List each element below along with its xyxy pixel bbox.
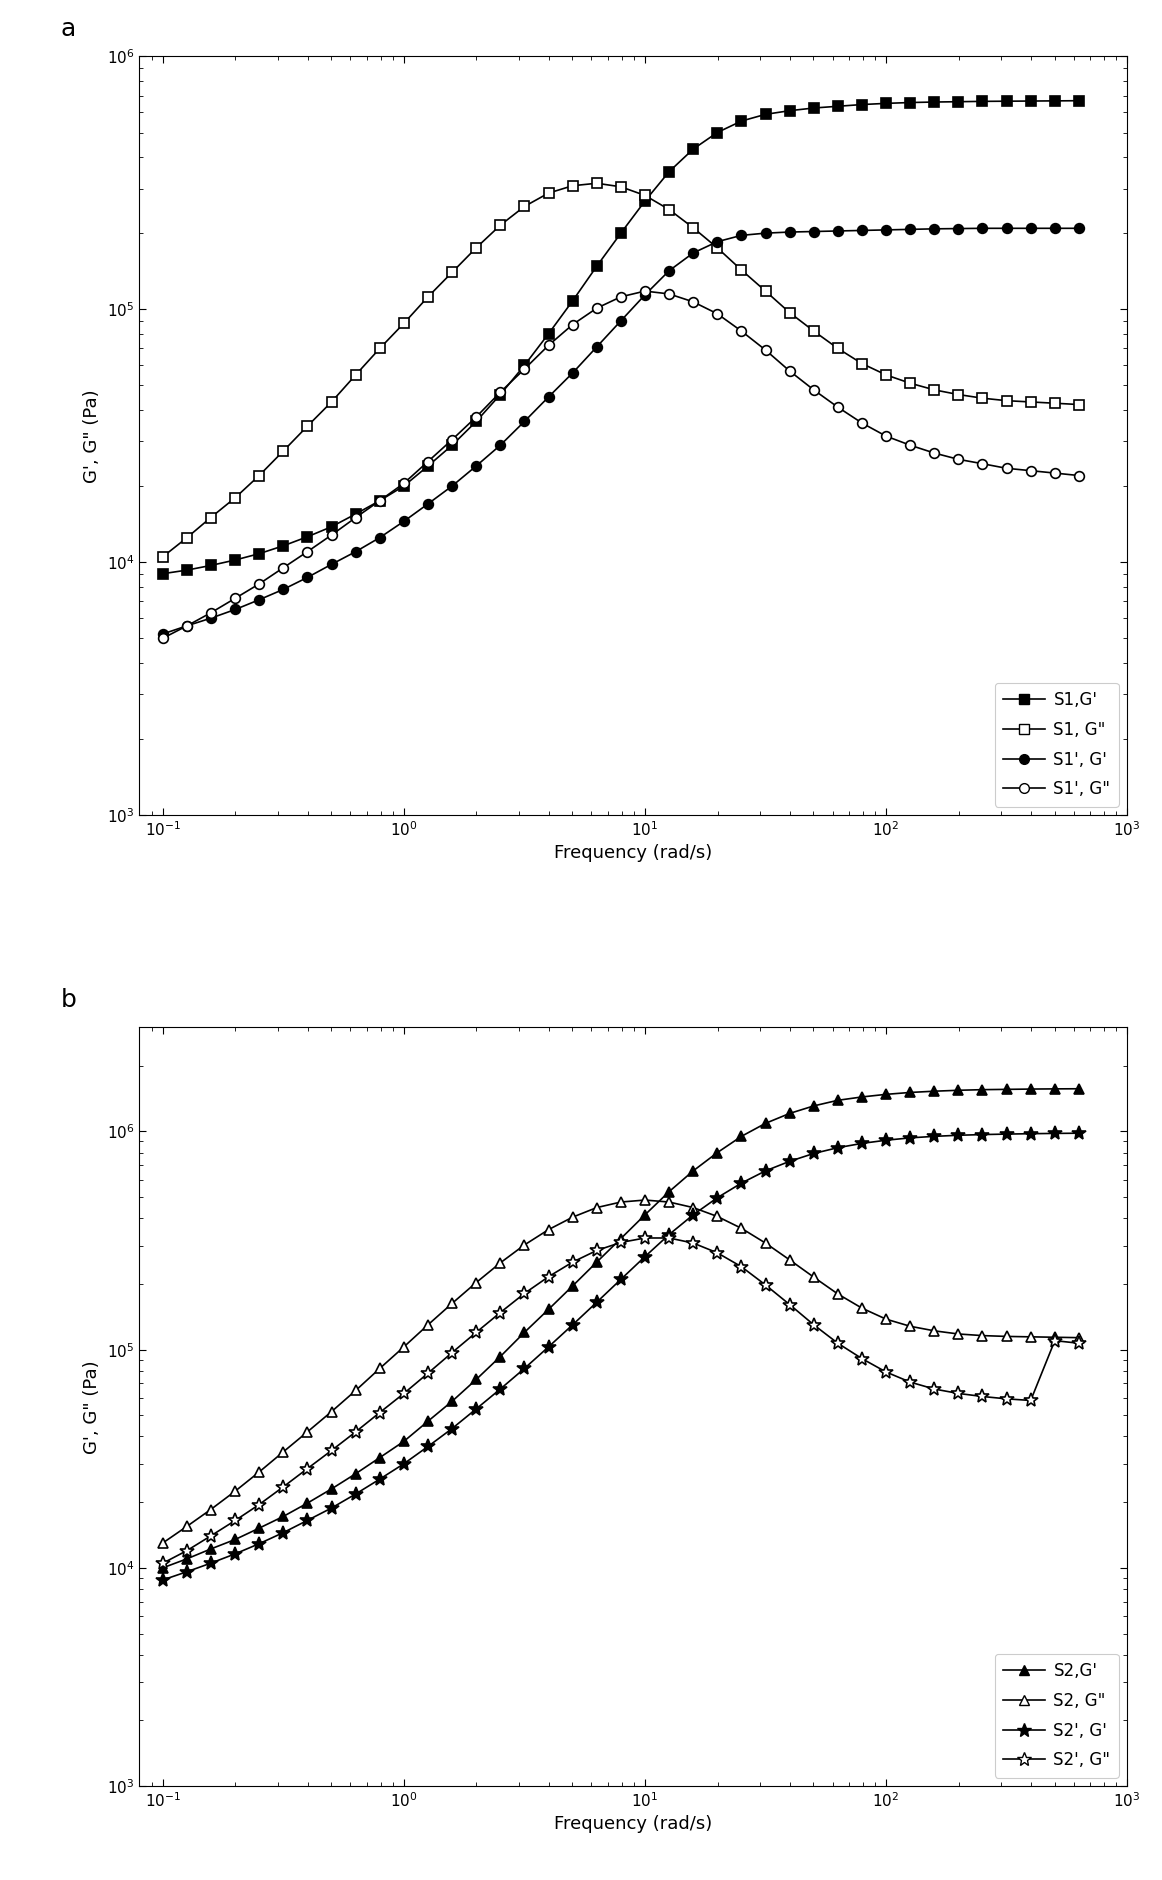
Text: b: b <box>60 989 77 1011</box>
X-axis label: Frequency (rad/s): Frequency (rad/s) <box>554 844 712 863</box>
Legend: S1,G', S1, G", S1', G', S1', G": S1,G', S1, G", S1', G', S1', G" <box>995 682 1119 807</box>
Y-axis label: G', G" (Pa): G', G" (Pa) <box>84 1359 101 1453</box>
X-axis label: Frequency (rad/s): Frequency (rad/s) <box>554 1814 712 1833</box>
Y-axis label: G', G" (Pa): G', G" (Pa) <box>84 389 101 483</box>
Legend: S2,G', S2, G", S2', G', S2', G": S2,G', S2, G", S2', G', S2', G" <box>995 1654 1119 1778</box>
Text: a: a <box>60 17 76 41</box>
